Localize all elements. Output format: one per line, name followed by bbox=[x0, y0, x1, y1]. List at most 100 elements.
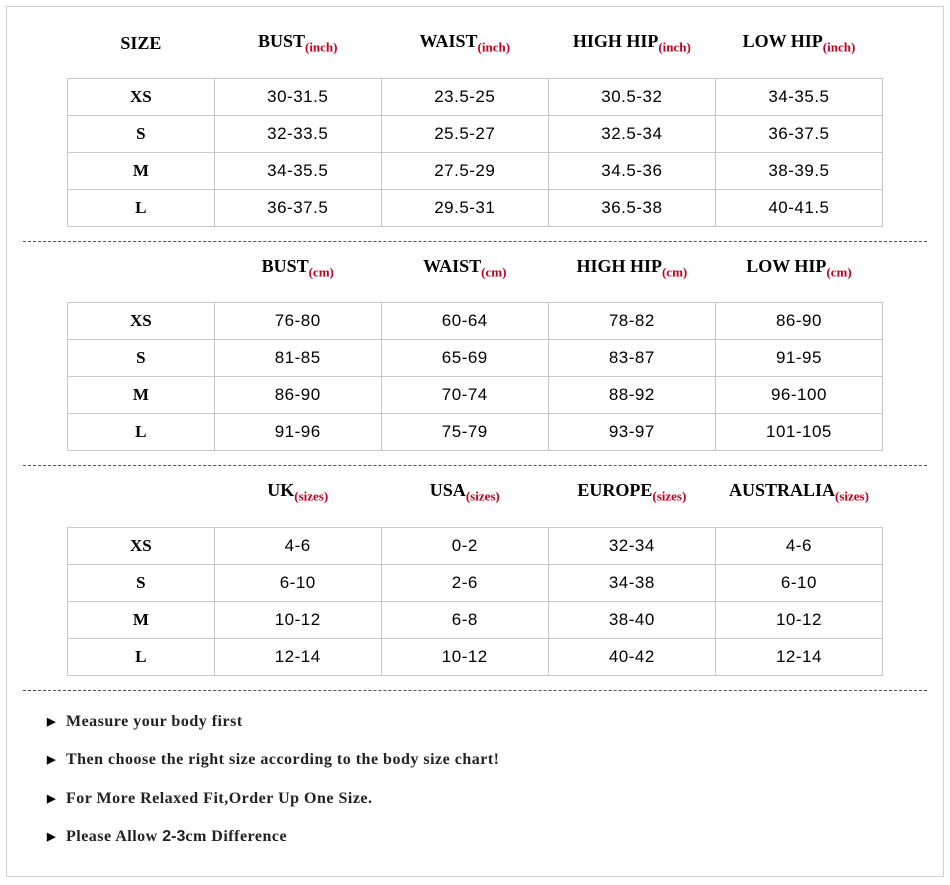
table-row: M10-126-838-4010-12 bbox=[68, 601, 883, 638]
note-mono: 2-3 bbox=[162, 828, 185, 845]
value-cell: 91-96 bbox=[214, 414, 381, 451]
table-row: XS4-60-232-344-6 bbox=[68, 527, 883, 564]
value-cell: 83-87 bbox=[548, 340, 715, 377]
note-text: Measure your body first bbox=[66, 703, 243, 741]
value-cell: 91-95 bbox=[715, 340, 882, 377]
value-cell: 34-35.5 bbox=[214, 152, 381, 189]
col-header: BUST(cm) bbox=[214, 242, 381, 303]
col-header-label: USA bbox=[430, 480, 466, 500]
note-text: For More Relaxed Fit,Order Up One Size. bbox=[66, 780, 373, 818]
col-header-size bbox=[68, 242, 215, 303]
table-row: M86-9070-7488-9296-100 bbox=[68, 377, 883, 414]
value-cell: 70-74 bbox=[381, 377, 548, 414]
value-cell: 4-6 bbox=[214, 527, 381, 564]
note-row: ▶ Please Allow 2-3cm Difference bbox=[47, 818, 903, 856]
size-cell: XS bbox=[68, 78, 215, 115]
table-row: S6-102-634-386-10 bbox=[68, 564, 883, 601]
size-cell: M bbox=[68, 377, 215, 414]
value-cell: 34-35.5 bbox=[715, 78, 882, 115]
col-header: LOW HIP(cm) bbox=[715, 242, 882, 303]
value-cell: 76-80 bbox=[214, 303, 381, 340]
col-header: WAIST(inch) bbox=[381, 17, 548, 78]
note-row: ▶ Measure your body first bbox=[47, 703, 903, 741]
value-cell: 75-79 bbox=[381, 414, 548, 451]
table-section-2: UK(sizes)USA(sizes)EUROPE(sizes)AUSTRALI… bbox=[7, 466, 943, 676]
value-cell: 10-12 bbox=[381, 638, 548, 675]
note-row: ▶For More Relaxed Fit,Order Up One Size. bbox=[47, 780, 903, 818]
value-cell: 23.5-25 bbox=[381, 78, 548, 115]
col-header-label: BUST bbox=[262, 256, 309, 276]
value-cell: 65-69 bbox=[381, 340, 548, 377]
col-header-unit: (cm) bbox=[309, 264, 334, 279]
col-header-unit: (sizes) bbox=[466, 489, 500, 504]
value-cell: 29.5-31 bbox=[381, 189, 548, 226]
value-cell: 30-31.5 bbox=[214, 78, 381, 115]
col-header-label: BUST bbox=[258, 31, 305, 51]
value-cell: 101-105 bbox=[715, 414, 882, 451]
col-header-unit: (inch) bbox=[478, 40, 511, 55]
value-cell: 6-10 bbox=[214, 564, 381, 601]
table-row: S32-33.525.5-2732.5-3436-37.5 bbox=[68, 115, 883, 152]
table-section-1: BUST(cm)WAIST(cm)HIGH HIP(cm)LOW HIP(cm)… bbox=[7, 242, 943, 452]
note-text: Then choose the right size according to … bbox=[66, 741, 500, 779]
notes-list: ▶ Measure your body first ▶ Then choose the… bbox=[7, 691, 943, 857]
value-cell: 32-33.5 bbox=[214, 115, 381, 152]
size-cell: L bbox=[68, 414, 215, 451]
col-header-label: AUSTRALIA bbox=[729, 480, 835, 500]
col-header-label: WAIST bbox=[420, 31, 478, 51]
col-header: HIGH HIP(cm) bbox=[548, 242, 715, 303]
col-header-unit: (cm) bbox=[481, 264, 506, 279]
value-cell: 81-85 bbox=[214, 340, 381, 377]
value-cell: 36.5-38 bbox=[548, 189, 715, 226]
bullet-icon: ▶ bbox=[47, 824, 56, 850]
col-header: AUSTRALIA(sizes) bbox=[715, 466, 882, 527]
table-row: L91-9675-7993-97101-105 bbox=[68, 414, 883, 451]
col-header-size bbox=[68, 466, 215, 527]
col-header: LOW HIP(inch) bbox=[715, 17, 882, 78]
col-header-label: HIGH HIP bbox=[573, 31, 659, 51]
col-header: UK(sizes) bbox=[214, 466, 381, 527]
value-cell: 10-12 bbox=[214, 601, 381, 638]
value-cell: 88-92 bbox=[548, 377, 715, 414]
note-row: ▶ Then choose the right size according to… bbox=[47, 741, 903, 779]
value-cell: 6-8 bbox=[381, 601, 548, 638]
value-cell: 40-42 bbox=[548, 638, 715, 675]
table-row: L36-37.529.5-3136.5-3840-41.5 bbox=[68, 189, 883, 226]
size-cell: M bbox=[68, 152, 215, 189]
table-section-0: SIZEBUST(inch)WAIST(inch)HIGH HIP(inch)L… bbox=[7, 17, 943, 227]
value-cell: 27.5-29 bbox=[381, 152, 548, 189]
value-cell: 34.5-36 bbox=[548, 152, 715, 189]
col-header-label: EUROPE bbox=[577, 480, 652, 500]
size-table: SIZEBUST(inch)WAIST(inch)HIGH HIP(inch)L… bbox=[67, 17, 883, 227]
col-header-unit: (cm) bbox=[826, 264, 851, 279]
col-header-unit: (sizes) bbox=[835, 489, 869, 504]
value-cell: 38-39.5 bbox=[715, 152, 882, 189]
col-header-unit: (cm) bbox=[662, 264, 687, 279]
value-cell: 36-37.5 bbox=[214, 189, 381, 226]
size-table: BUST(cm)WAIST(cm)HIGH HIP(cm)LOW HIP(cm)… bbox=[67, 242, 883, 452]
note-suffix: cm Difference bbox=[185, 828, 287, 845]
value-cell: 6-10 bbox=[715, 564, 882, 601]
value-cell: 86-90 bbox=[715, 303, 882, 340]
col-header-unit: (inch) bbox=[658, 40, 691, 55]
value-cell: 38-40 bbox=[548, 601, 715, 638]
value-cell: 96-100 bbox=[715, 377, 882, 414]
col-header: USA(sizes) bbox=[381, 466, 548, 527]
value-cell: 60-64 bbox=[381, 303, 548, 340]
value-cell: 4-6 bbox=[715, 527, 882, 564]
value-cell: 78-82 bbox=[548, 303, 715, 340]
table-row: XS30-31.523.5-2530.5-3234-35.5 bbox=[68, 78, 883, 115]
size-cell: XS bbox=[68, 527, 215, 564]
size-cell: XS bbox=[68, 303, 215, 340]
bullet-icon: ▶ bbox=[47, 747, 56, 773]
col-header: WAIST(cm) bbox=[381, 242, 548, 303]
size-cell: S bbox=[68, 340, 215, 377]
size-table: UK(sizes)USA(sizes)EUROPE(sizes)AUSTRALI… bbox=[67, 466, 883, 676]
col-header: BUST(inch) bbox=[214, 17, 381, 78]
table-row: M34-35.527.5-2934.5-3638-39.5 bbox=[68, 152, 883, 189]
col-header-unit: (inch) bbox=[823, 40, 856, 55]
note-text: Please Allow 2-3cm Difference bbox=[66, 818, 287, 856]
bullet-icon: ▶ bbox=[47, 709, 56, 735]
table-row: L12-1410-1240-4212-14 bbox=[68, 638, 883, 675]
size-cell: S bbox=[68, 564, 215, 601]
